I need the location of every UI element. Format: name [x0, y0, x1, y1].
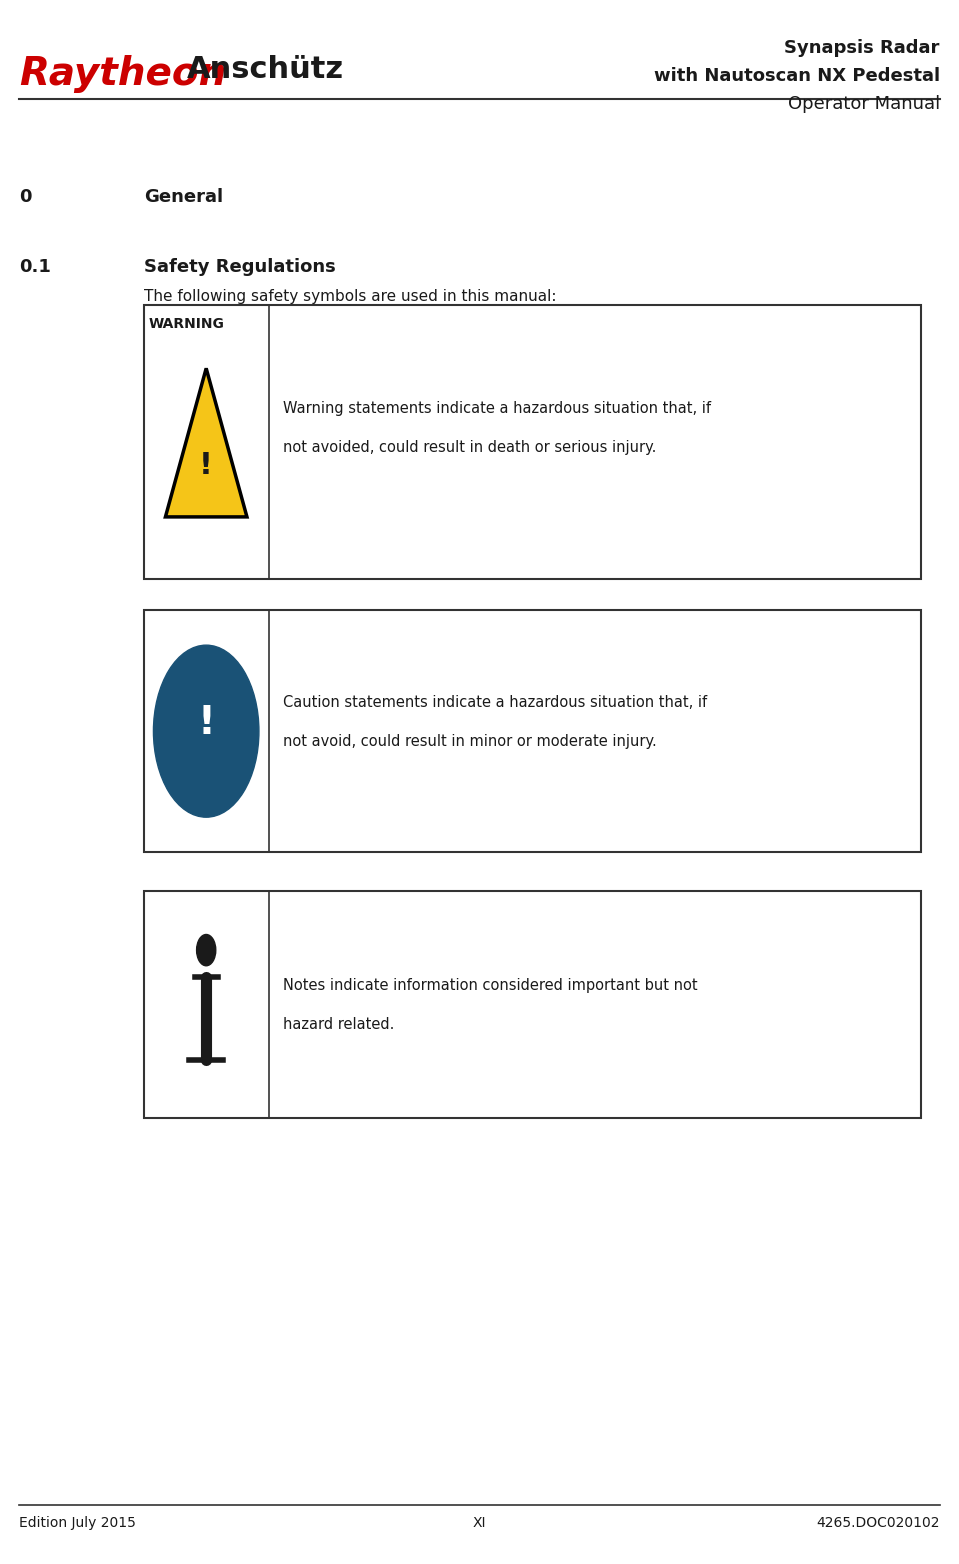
Text: Edition July 2015: Edition July 2015	[19, 1516, 136, 1530]
Text: Anschütz: Anschütz	[187, 55, 344, 84]
Text: Caution statements indicate a hazardous situation that, if: Caution statements indicate a hazardous …	[283, 694, 707, 710]
Text: not avoid, could result in minor or moderate injury.: not avoid, could result in minor or mode…	[283, 734, 657, 749]
Circle shape	[153, 644, 259, 816]
FancyBboxPatch shape	[144, 305, 921, 579]
Text: !: !	[199, 450, 213, 480]
Text: Synapsis Radar: Synapsis Radar	[784, 39, 940, 58]
Text: General: General	[144, 188, 223, 206]
Text: 4265.DOC020102: 4265.DOC020102	[816, 1516, 940, 1530]
Text: not avoided, could result in death or serious injury.: not avoided, could result in death or se…	[283, 439, 656, 455]
Text: !: !	[198, 704, 215, 743]
FancyBboxPatch shape	[144, 891, 921, 1118]
Text: The following safety symbols are used in this manual:: The following safety symbols are used in…	[144, 289, 556, 305]
Text: Operator Manual: Operator Manual	[787, 95, 940, 114]
Text: hazard related.: hazard related.	[283, 1017, 394, 1032]
Text: Raytheon: Raytheon	[19, 55, 226, 92]
Circle shape	[197, 935, 216, 967]
Text: Notes indicate information considered important but not: Notes indicate information considered im…	[283, 978, 697, 993]
Text: 0.1: 0.1	[19, 258, 51, 277]
Text: Safety Regulations: Safety Regulations	[144, 258, 336, 277]
Polygon shape	[165, 369, 247, 516]
Text: WARNING: WARNING	[149, 317, 224, 332]
Text: 0: 0	[19, 188, 32, 206]
Text: Warning statements indicate a hazardous situation that, if: Warning statements indicate a hazardous …	[283, 400, 711, 416]
Text: XI: XI	[473, 1516, 486, 1530]
Text: with Nautoscan NX Pedestal: with Nautoscan NX Pedestal	[654, 67, 940, 86]
FancyBboxPatch shape	[144, 610, 921, 852]
